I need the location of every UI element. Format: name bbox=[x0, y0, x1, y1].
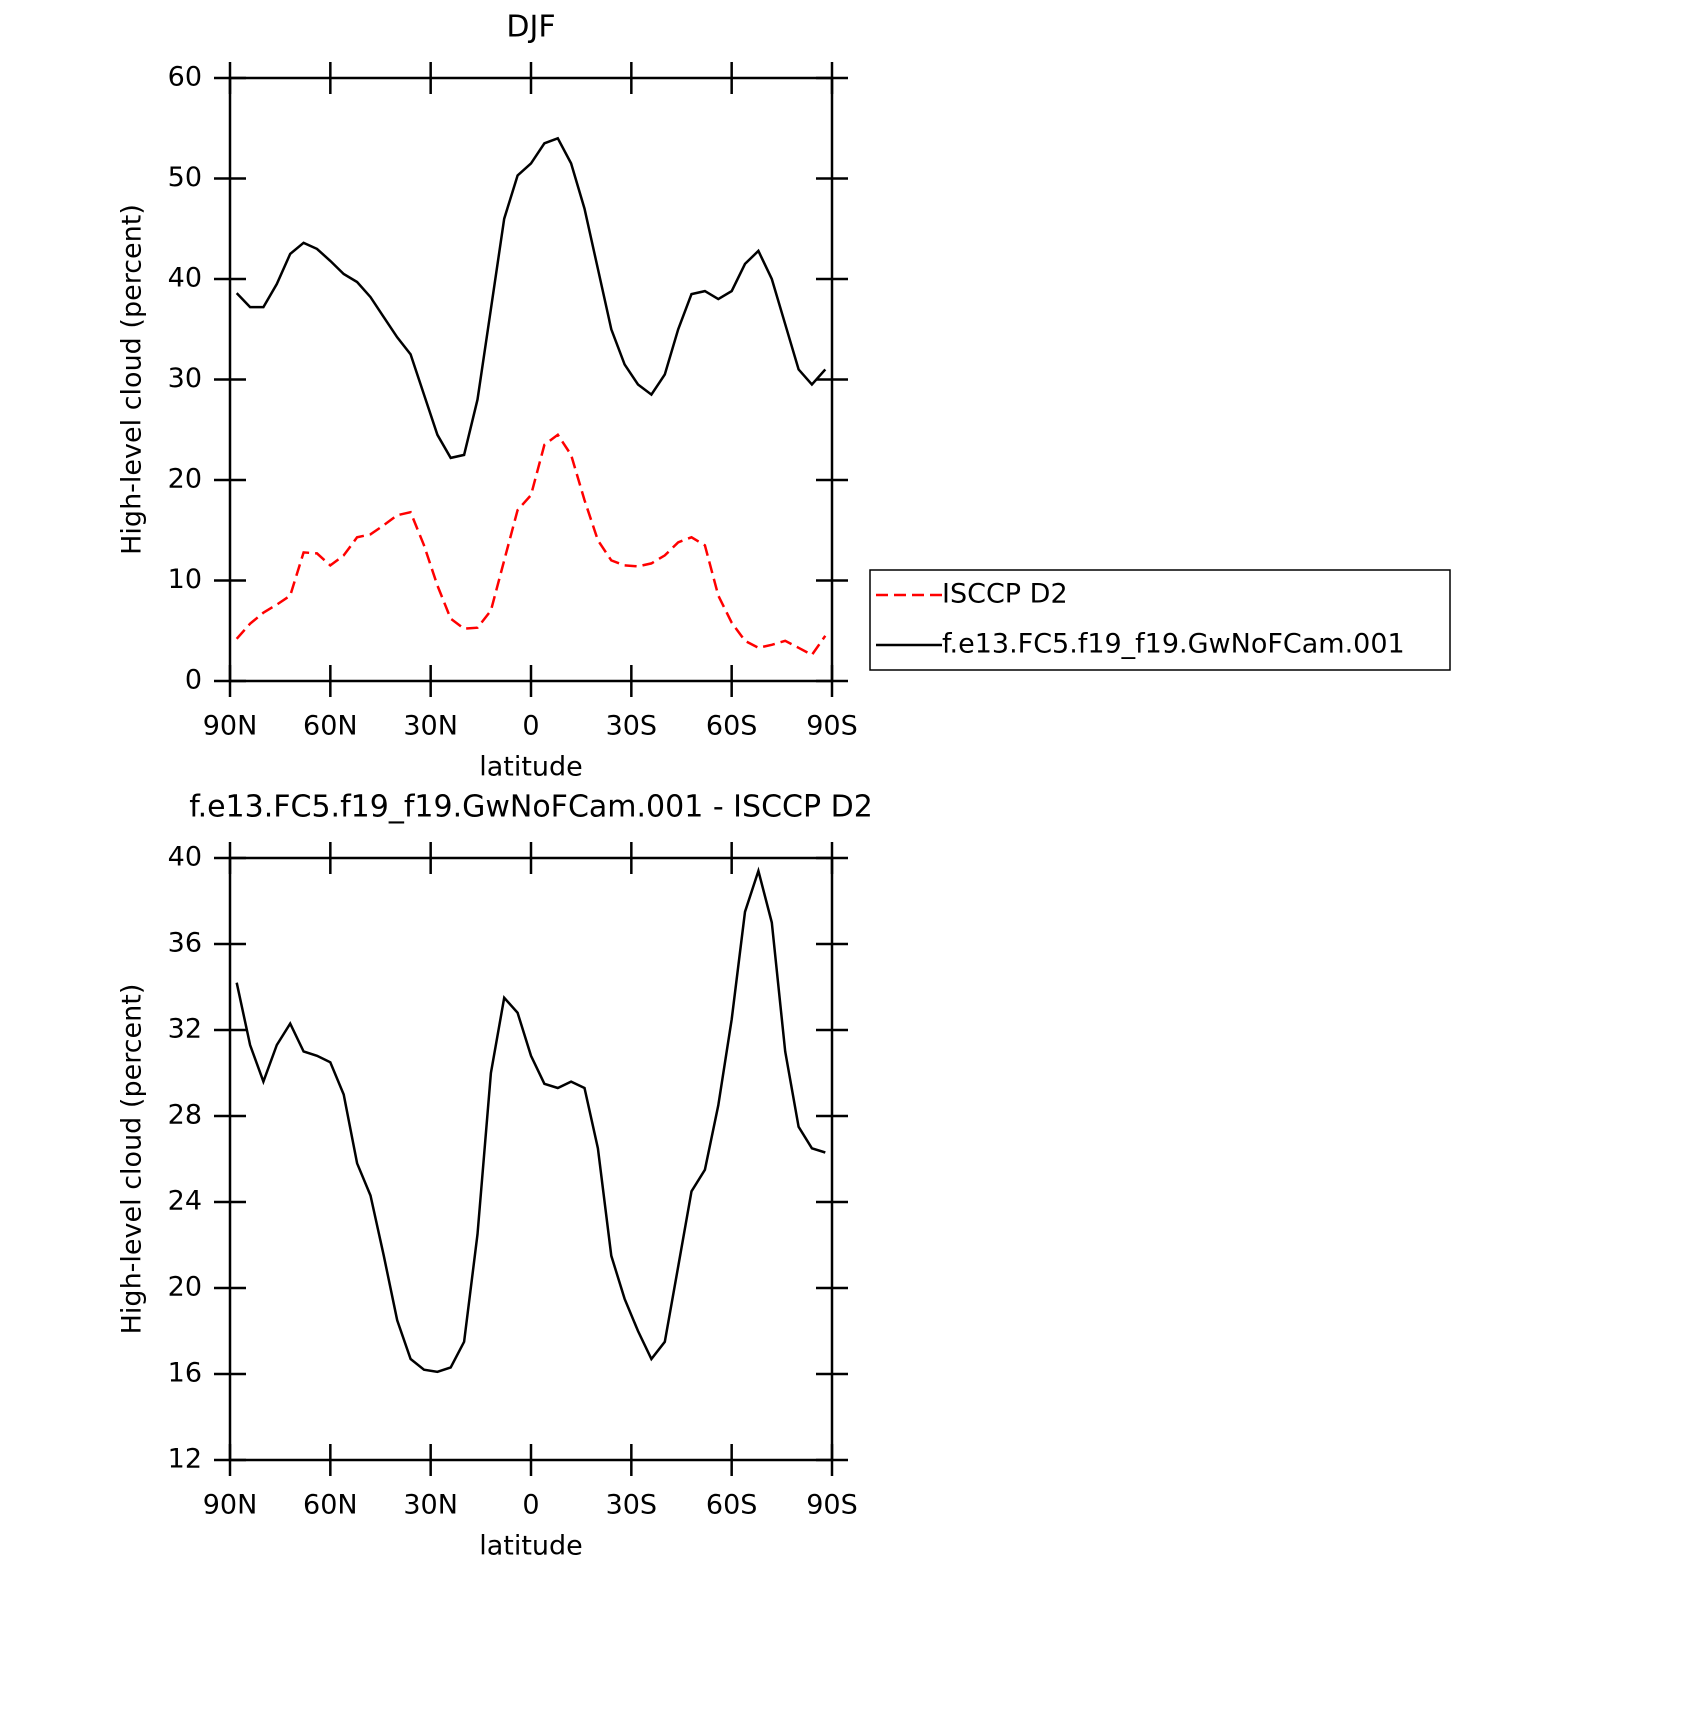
x-tick-label: 60S bbox=[706, 711, 758, 742]
legend-label: ISCCP D2 bbox=[942, 579, 1068, 610]
x-tick-label: 90N bbox=[203, 1490, 258, 1521]
y-tick-label: 36 bbox=[168, 928, 202, 959]
x-tick-label: 30N bbox=[403, 711, 458, 742]
y-axis-label: High-level cloud (percent) bbox=[117, 984, 148, 1335]
y-tick-label: 32 bbox=[168, 1014, 202, 1045]
y-tick-label: 10 bbox=[168, 564, 202, 595]
x-tick-label: 90S bbox=[806, 1490, 858, 1521]
y-tick-label: 60 bbox=[168, 62, 202, 93]
line-series bbox=[235, 866, 826, 1374]
plot-frame bbox=[228, 76, 834, 683]
x-tick-label: 0 bbox=[522, 711, 539, 742]
y-tick-label: 20 bbox=[168, 1272, 202, 1303]
y-tick-label: 12 bbox=[168, 1444, 202, 1475]
legend-box bbox=[869, 569, 1451, 671]
x-axis-label: latitude bbox=[479, 752, 583, 783]
y-tick-label: 24 bbox=[168, 1186, 202, 1217]
y-tick-label: 0 bbox=[185, 665, 202, 696]
x-tick-label: 90N bbox=[203, 711, 258, 742]
x-tick-label: 0 bbox=[522, 1490, 539, 1521]
y-tick-label: 40 bbox=[168, 263, 202, 294]
chart-title: f.e13.FC5.f19_f19.GwNoFCam.001 - ISCCP D… bbox=[189, 790, 873, 825]
x-tick-label: 90S bbox=[806, 711, 858, 742]
y-axis-label: High-level cloud (percent) bbox=[117, 204, 148, 555]
line-series bbox=[235, 433, 827, 657]
x-tick-label: 30S bbox=[606, 1490, 658, 1521]
x-tick-label: 60N bbox=[303, 1490, 358, 1521]
y-tick-label: 30 bbox=[168, 363, 202, 394]
chart-title: DJF bbox=[506, 10, 555, 45]
x-tick-label: 30N bbox=[403, 1490, 458, 1521]
y-tick-label: 16 bbox=[168, 1358, 202, 1389]
y-tick-label: 50 bbox=[168, 162, 202, 193]
x-tick-label: 60S bbox=[706, 1490, 758, 1521]
x-tick-label: 60N bbox=[303, 711, 358, 742]
x-axis-label: latitude bbox=[479, 1531, 583, 1562]
y-tick-label: 20 bbox=[168, 464, 202, 495]
legend-label: f.e13.FC5.f19_f19.GwNoFCam.001 bbox=[942, 629, 1405, 660]
line-series bbox=[235, 136, 827, 460]
y-tick-label: 40 bbox=[168, 842, 202, 873]
x-tick-label: 30S bbox=[606, 711, 658, 742]
y-tick-label: 28 bbox=[168, 1100, 202, 1131]
